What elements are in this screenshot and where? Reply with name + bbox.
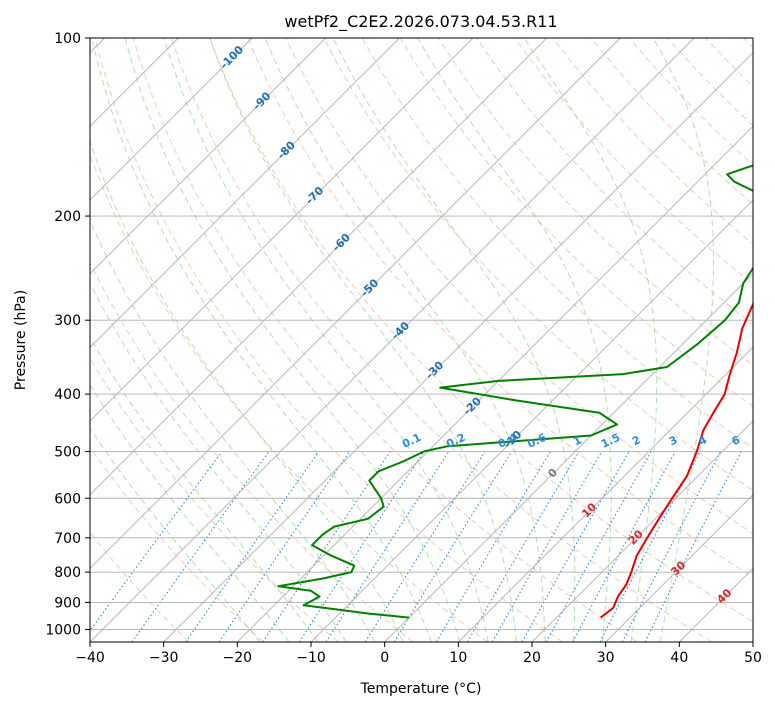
y-tick-label: 700 xyxy=(54,531,81,547)
moist-adiabat xyxy=(523,38,658,642)
profiles xyxy=(277,164,753,619)
pressure-grid xyxy=(90,38,753,642)
moist-adiabat xyxy=(91,38,432,642)
dry-adiabat xyxy=(90,357,339,642)
mixing-ratio-line xyxy=(621,451,722,642)
x-tick-label: 0 xyxy=(380,650,389,666)
dewpoint-profile xyxy=(277,164,753,619)
x-axis-label: Temperature (°C) xyxy=(360,681,482,697)
y-tick-label: 400 xyxy=(54,387,81,403)
y-tick-label: 600 xyxy=(54,491,81,507)
moist-adiabat xyxy=(90,336,319,642)
moist-adiabat xyxy=(417,38,612,642)
mixing-ratio-line xyxy=(185,451,320,642)
isotherm-line xyxy=(90,38,253,201)
dry-adiabat xyxy=(90,446,264,642)
dry-adiabat xyxy=(94,38,563,642)
moist-adiabat xyxy=(90,218,376,642)
dry-adiabat xyxy=(285,38,753,535)
moist-adiabat xyxy=(90,383,290,642)
mixing-ratio-line xyxy=(262,451,391,642)
y-tick-label: 300 xyxy=(54,313,81,329)
isotherm-line xyxy=(90,38,621,569)
moist-adiabat xyxy=(163,38,489,642)
x-tick-label: −30 xyxy=(149,650,179,666)
isotherm-line xyxy=(458,346,753,642)
temperature-profile xyxy=(599,301,753,619)
x-axis: −40 −30 −20 −10 0 10 20 30 40 50 xyxy=(75,642,762,666)
y-tick-label: 100 xyxy=(54,31,81,47)
y-tick-label: 1000 xyxy=(45,622,81,638)
x-tick-label: 20 xyxy=(523,650,541,666)
y-tick-label: 900 xyxy=(54,595,81,611)
mixing-ratio-line xyxy=(325,451,450,642)
mixing-ratio-line xyxy=(521,451,630,642)
moist-adiabat xyxy=(264,38,546,642)
dry-adiabat xyxy=(170,38,712,642)
isotherm-line xyxy=(90,38,326,275)
chart-title: wetPf2_C2E2.2026.073.04.53.R11 xyxy=(284,12,557,32)
x-tick-label: −40 xyxy=(75,650,105,666)
dry-adiabat xyxy=(476,38,753,326)
dry-adiabat xyxy=(514,38,753,285)
mixing-ratio-line xyxy=(572,451,676,642)
moist-adiabat xyxy=(209,38,517,642)
y-tick-label: 500 xyxy=(54,444,81,460)
x-tick-label: 40 xyxy=(670,650,688,666)
dry-adiabat xyxy=(323,38,753,492)
mixing-ratio-line xyxy=(545,451,652,642)
isotherm-line xyxy=(90,38,474,422)
moist-adiabat xyxy=(652,38,714,642)
isotherm-line xyxy=(384,273,753,642)
x-tick-label: −20 xyxy=(223,650,253,666)
background-lines xyxy=(90,38,753,642)
moist-adiabat xyxy=(124,38,461,642)
moist-adiabat xyxy=(90,282,347,642)
mixing-ratio-line xyxy=(393,451,513,642)
plot-frame xyxy=(89,37,754,643)
isotherm-line xyxy=(90,38,400,348)
dry-adiabat xyxy=(90,261,414,642)
y-axis-label: Pressure (hPa) xyxy=(13,290,29,390)
y-tick-label: 200 xyxy=(54,209,81,225)
dry-adiabat xyxy=(247,38,753,578)
mixing-ratio-line xyxy=(644,451,742,642)
isotherm-line xyxy=(163,52,753,642)
isotherm-line xyxy=(90,38,695,642)
dry-adiabat xyxy=(209,38,753,623)
x-tick-label: 10 xyxy=(449,650,467,666)
y-tick-label: 800 xyxy=(54,565,81,581)
y-axis: 100 200 300 400 500 600 700 800 900 1000 xyxy=(45,31,90,638)
mixing-ratio-line xyxy=(90,451,223,632)
moist-adiabat xyxy=(332,38,576,642)
isotherm-line xyxy=(90,38,547,496)
x-tick-label: 50 xyxy=(744,650,762,666)
moist-adiabat xyxy=(90,139,404,642)
isotherm-line xyxy=(531,420,753,642)
isotherm-line xyxy=(605,494,753,642)
x-tick-label: 30 xyxy=(597,650,615,666)
x-tick-label: −10 xyxy=(296,650,326,666)
mixing-ratio-line xyxy=(218,451,351,642)
isotherm-line xyxy=(310,199,753,642)
moist-adiabat xyxy=(90,427,261,642)
isotherm-line xyxy=(237,125,753,642)
